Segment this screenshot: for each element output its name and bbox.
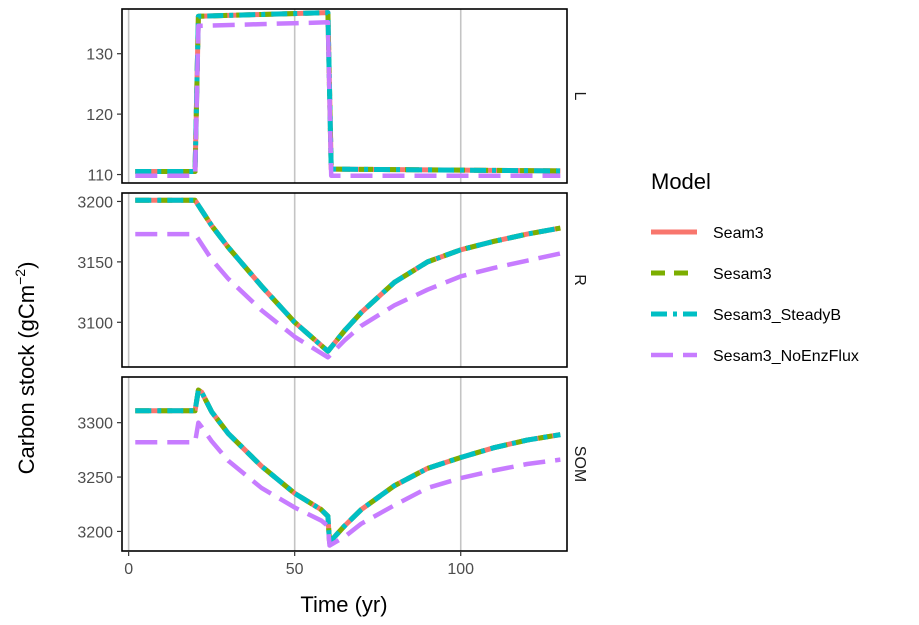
x-axis-title: Time (yr) — [300, 592, 387, 617]
series-lines — [135, 387, 561, 548]
y-tick-label: 3300 — [77, 416, 113, 433]
legend-label: Seam3 — [713, 225, 764, 242]
legend-title: Model — [651, 169, 711, 194]
y-tick-label: 110 — [87, 168, 113, 185]
y-tick-label: 3150 — [77, 255, 113, 272]
series-lines — [135, 10, 561, 178]
panel-R: 3100 3150 3200 R — [77, 192, 588, 368]
y-tick-label: 3100 — [77, 315, 113, 332]
x-axis: 0 50 100 — [124, 551, 474, 578]
y-axis-title: Carbon stock (gCm−2) — [12, 262, 39, 475]
legend: Model Seam3 Sesam3 Sesam3_SteadyB Sesam3_No… — [651, 169, 859, 365]
series-lines — [135, 197, 561, 360]
strip-label-SOM: SOM — [571, 446, 588, 482]
x-tick-label: 50 — [286, 561, 304, 578]
legend-label: Sesam3_SteadyB — [713, 307, 841, 324]
x-tick-label: 0 — [124, 561, 133, 578]
panel-border — [121, 376, 568, 552]
panel-border — [121, 8, 568, 184]
panel-SOM: 3200 3250 3300 SOM — [77, 376, 588, 552]
y-tick-label: 3200 — [77, 194, 113, 211]
chart-panels: 110 120 130 L 3100 3150 3200 R 3200 3250 3300 SOM — [77, 8, 588, 552]
strip-label-L: L — [571, 92, 588, 101]
strip-label-R: R — [571, 274, 588, 286]
y-tick-label: 3200 — [77, 524, 113, 541]
series-line-sesam3-noenzflux — [135, 20, 561, 178]
panel-background — [122, 9, 567, 183]
x-tick-label: 100 — [447, 561, 474, 578]
series-line-sesam3-noenzflux — [135, 231, 561, 360]
series-line-sesam3-steadyb — [135, 10, 561, 175]
y-tick-label: 120 — [86, 107, 113, 124]
series-line-sesam3-steadyb — [135, 197, 561, 354]
series-line-sesam3-steadyb — [135, 387, 561, 545]
y-tick-label: 130 — [86, 47, 113, 64]
panel-border — [121, 192, 568, 368]
y-axis-title-main: Carbon stock (gCm — [14, 285, 39, 475]
panel-L: 110 120 130 L — [86, 8, 588, 185]
series-line-sesam3-noenzflux — [135, 420, 561, 548]
legend-label: Sesam3_NoEnzFlux — [713, 348, 859, 365]
y-axis-title-superscript: −2 — [12, 269, 28, 285]
legend-label: Sesam3 — [713, 266, 772, 283]
y-tick-label: 3250 — [77, 470, 113, 487]
y-axis-title-close: ) — [14, 262, 39, 269]
